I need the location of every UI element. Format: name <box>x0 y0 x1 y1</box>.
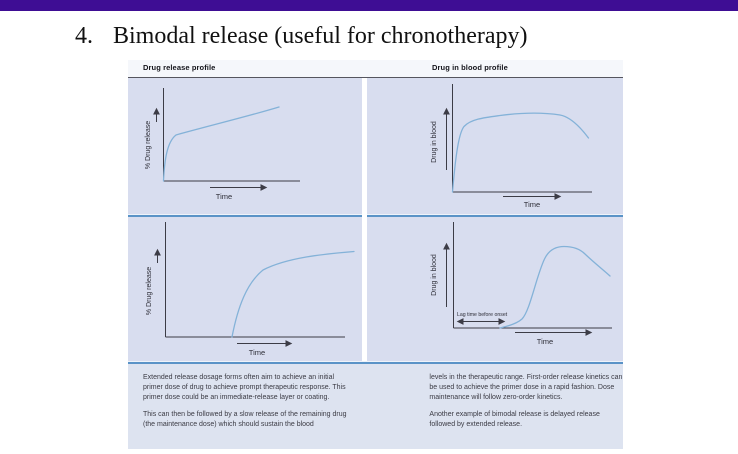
graph-drug-release-top: % Drug release Time <box>128 78 362 214</box>
lag-time-annotation: Lag time before onset <box>457 312 508 318</box>
header-drug-release-profile: Drug release profile <box>143 63 216 72</box>
figure-header-row: Drug release profile Drug in blood profi… <box>128 60 623 78</box>
caption-paragraph: This can then be followed by a slow rele… <box>143 411 347 428</box>
figure-graph-grid: % Drug release Time % Drug release Time <box>128 78 623 361</box>
x-axis-label: Time <box>249 348 265 357</box>
curve-delayed-first-order <box>231 250 355 338</box>
y-axis-label: % Drug release <box>146 267 153 315</box>
header-drug-in-blood-profile: Drug in blood profile <box>432 63 508 72</box>
caption-paragraph: levels in the therapeutic range. First-o… <box>429 374 623 401</box>
curve-rise-plateau-decline <box>451 112 590 193</box>
slide-title-text: Bimodal release (useful for chronotherap… <box>113 23 528 49</box>
x-axis-label: Time <box>216 192 232 201</box>
x-axis-label: Time <box>537 337 553 346</box>
caption-column-left: Extended release dosage forms often aim … <box>143 373 352 449</box>
caption-paragraph: Extended release dosage forms often aim … <box>143 374 346 401</box>
graph-column-right: Drug in blood Time Drug in blood Lag tim… <box>367 78 623 361</box>
graph-drug-in-blood-bottom: Drug in blood Lag time before onset Time <box>367 217 623 361</box>
row-divider <box>128 214 362 217</box>
graph-drug-release-bottom: % Drug release Time <box>128 217 362 361</box>
y-axis-label: Drug in blood <box>431 121 438 163</box>
column-gap <box>362 78 367 361</box>
y-axis-label: % Drug release <box>145 121 152 169</box>
curve-burst-then-extended <box>162 106 280 182</box>
figure-caption: Extended release dosage forms often aim … <box>128 364 623 449</box>
graph-column-left: % Drug release Time % Drug release Time <box>128 78 362 361</box>
caption-column-right: levels in the therapeutic range. First-o… <box>429 373 623 449</box>
y-axis-label: Drug in blood <box>431 254 438 296</box>
slide-accent-bar <box>0 0 738 11</box>
figure: Drug release profile Drug in blood profi… <box>128 60 623 449</box>
caption-divider <box>128 361 623 364</box>
row-divider <box>367 214 623 217</box>
graph-drug-in-blood-top: Drug in blood Time <box>367 78 623 214</box>
slide-title-number: 4. <box>75 23 93 49</box>
caption-paragraph: Another example of bimodal release is de… <box>429 411 600 428</box>
x-axis-label: Time <box>524 200 540 209</box>
slide-title: 4. Bimodal release (useful for chronothe… <box>75 23 528 50</box>
curve-lag-peak-decline <box>499 245 611 329</box>
